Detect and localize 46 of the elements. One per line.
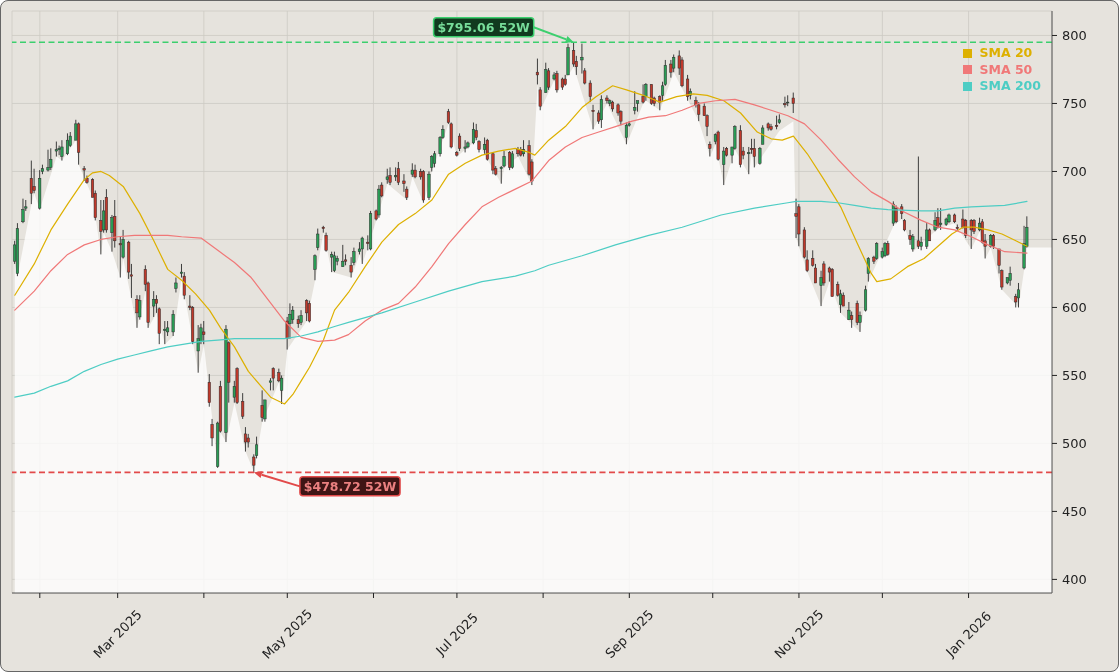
candlestick [538, 86, 542, 111]
candlestick [46, 149, 50, 172]
candlestick [49, 147, 53, 171]
candlestick [210, 418, 214, 447]
candlestick [57, 145, 61, 156]
y-tick-label: 550 [1062, 368, 1087, 384]
candlestick [207, 373, 211, 408]
legend-label: SMA 200 [979, 78, 1041, 95]
candlestick [427, 171, 431, 201]
candlestick [394, 166, 398, 182]
legend-label: SMA 20 [979, 45, 1033, 62]
y-tick-label: 700 [1062, 164, 1087, 180]
candlestick [280, 374, 284, 405]
candlestick [547, 67, 551, 91]
candlestick [396, 161, 400, 186]
candlestick [316, 228, 320, 251]
candlestick [605, 94, 609, 104]
candlestick [135, 294, 139, 329]
y-tick-label: 500 [1062, 436, 1087, 452]
candlestick [299, 309, 303, 326]
y-tick-label: 650 [1062, 232, 1087, 248]
y-tick-label: 600 [1062, 300, 1087, 316]
candlestick [260, 389, 264, 423]
candlestick [241, 392, 245, 420]
y-tick-label: 400 [1062, 572, 1087, 588]
candlestick [171, 309, 175, 337]
annotation: $795.06 52W [437, 19, 531, 35]
candlestick [60, 139, 64, 162]
line-series [14, 200, 1028, 398]
y-tick-label: 750 [1062, 96, 1087, 112]
candlestick [29, 160, 33, 205]
legend-label: SMA 50 [979, 61, 1033, 78]
y-tick-label: 450 [1062, 504, 1087, 520]
candlestick [864, 285, 868, 312]
candlestick [174, 277, 178, 293]
candlestick [54, 141, 58, 157]
candlestick [313, 253, 317, 281]
candlestick [544, 62, 548, 94]
candlestick [99, 199, 103, 255]
candlestick [324, 232, 328, 253]
y-tick-label: 800 [1062, 28, 1087, 44]
candlestick [669, 59, 673, 79]
candlestick [591, 104, 595, 130]
candlestick [535, 58, 539, 85]
line-series [14, 98, 1028, 343]
candlestick [202, 320, 206, 345]
